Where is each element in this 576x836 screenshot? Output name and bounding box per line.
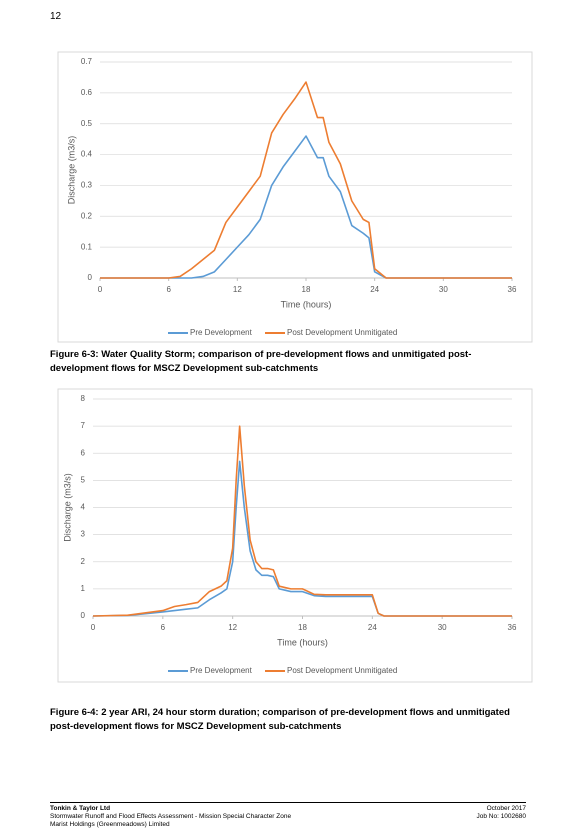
x-tick-label: 18 [298, 623, 307, 632]
y-tick-label: 0.1 [81, 242, 93, 251]
y-tick-label: 7 [81, 421, 86, 430]
footer-client: Marist Holdings (Greenmeadows) Limited [50, 821, 170, 828]
chart-frame [57, 51, 533, 343]
y-tick-label: 0.3 [81, 181, 93, 190]
x-tick-label: 24 [370, 285, 379, 294]
legend-label: Post Development Unmitigated [287, 666, 397, 675]
footer-rule [50, 802, 526, 803]
x-tick-label: 36 [508, 623, 517, 632]
series-line [100, 135, 512, 279]
x-tick-label: 30 [439, 285, 448, 294]
y-tick-label: 0.4 [81, 150, 93, 159]
legend-label: Pre Development [190, 666, 253, 675]
y-tick-label: 1 [81, 584, 86, 593]
footer-date: October 2017 [486, 805, 526, 812]
y-tick-label: 0.7 [81, 57, 93, 66]
legend-label: Post Development Unmitigated [287, 328, 397, 337]
series-line [100, 81, 512, 279]
x-axis-title: Time (hours) [281, 299, 332, 309]
x-tick-label: 12 [233, 285, 242, 294]
x-axis-title: Time (hours) [277, 637, 328, 647]
footer-report: Stormwater Runoff and Flood Effects Asse… [50, 813, 292, 820]
x-tick-label: 6 [161, 623, 166, 632]
x-tick-label: 30 [438, 623, 447, 632]
y-tick-label: 4 [81, 503, 86, 512]
page-number: 12 [50, 11, 62, 22]
footer-company: Tonkin & Taylor Ltd [50, 805, 111, 812]
y-tick-label: 0.6 [81, 88, 93, 97]
y-tick-label: 0.5 [81, 119, 93, 128]
x-tick-label: 6 [166, 285, 171, 294]
series-line [92, 425, 512, 617]
y-tick-label: 0.2 [81, 211, 93, 220]
caption: Figure 6-4: 2 year ARI, 24 hour storm du… [50, 707, 510, 732]
y-axis-title: Discharge (m3/s) [62, 473, 72, 542]
y-tick-label: 5 [81, 475, 86, 484]
legend-label: Pre Development [190, 328, 253, 337]
y-tick-label: 6 [81, 448, 86, 457]
x-tick-label: 18 [302, 285, 311, 294]
series-line [92, 460, 512, 617]
y-tick-label: 0 [81, 611, 86, 620]
y-tick-label: 2 [81, 557, 86, 566]
footer-job: Job No: 1002680 [476, 813, 526, 820]
x-tick-label: 0 [91, 623, 96, 632]
x-tick-label: 12 [228, 623, 237, 632]
y-axis-title: Discharge (m3/s) [66, 136, 76, 205]
y-tick-label: 3 [81, 530, 86, 539]
x-tick-label: 36 [508, 285, 517, 294]
y-tick-label: 8 [81, 394, 86, 403]
x-tick-label: 24 [368, 623, 377, 632]
x-tick-label: 0 [98, 285, 103, 294]
y-tick-label: 0 [88, 273, 93, 282]
chart-frame [57, 388, 533, 683]
caption: Figure 6-3: Water Quality Storm; compari… [50, 349, 472, 374]
